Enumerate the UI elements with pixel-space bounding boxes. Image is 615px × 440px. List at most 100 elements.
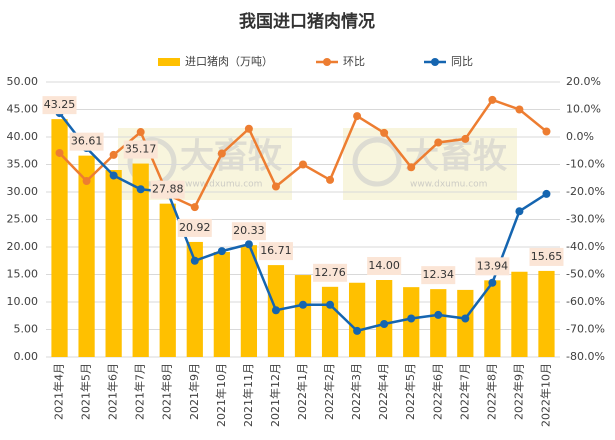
value-label: 20.92 xyxy=(179,221,211,234)
bar xyxy=(321,286,339,357)
x-tick-label: 2021年8月 xyxy=(160,363,174,420)
y2-tick-label: -80.0% xyxy=(566,350,605,363)
legend-label: 环比 xyxy=(343,55,365,68)
marker xyxy=(542,189,551,198)
watermark-text: 大畜牧 xyxy=(405,137,508,177)
marker xyxy=(407,163,416,172)
marker xyxy=(244,124,253,133)
marker xyxy=(299,160,307,169)
bar xyxy=(376,280,393,357)
label-box xyxy=(421,266,456,285)
x-tick-label: 2021年10月 xyxy=(214,363,228,427)
x-tick-label: 2022年6月 xyxy=(430,363,444,420)
x-tick-label: 2021年11月 xyxy=(241,363,255,427)
marker xyxy=(461,134,470,143)
y-tick-label: 30.00 xyxy=(7,185,39,198)
y2-tick-label: -40.0% xyxy=(566,240,605,253)
bar xyxy=(430,289,447,357)
legend-swatch xyxy=(158,58,180,66)
bar xyxy=(294,275,312,357)
label-box xyxy=(367,257,402,275)
bar xyxy=(538,270,555,357)
label-box xyxy=(231,222,266,241)
watermark-url: www.dxumu.com xyxy=(410,180,487,190)
marker xyxy=(515,105,524,114)
marker xyxy=(271,306,280,315)
marker xyxy=(434,310,443,319)
label-box xyxy=(123,140,158,159)
bar xyxy=(132,163,149,357)
value-label: 12.34 xyxy=(423,268,455,281)
y2-tick-label: -10.0% xyxy=(566,158,605,171)
marker xyxy=(190,203,199,212)
marker xyxy=(326,300,335,309)
marker xyxy=(136,185,145,194)
x-tick-label: 2022年7月 xyxy=(457,363,471,420)
x-tick-label: 2022年1月 xyxy=(295,363,309,420)
marker xyxy=(488,95,497,104)
y-tick-label: 40.00 xyxy=(7,130,39,143)
y-tick-label: 20.00 xyxy=(7,240,39,253)
bar xyxy=(51,119,68,357)
y2-tick-label: -70.0% xyxy=(566,323,605,336)
bar xyxy=(78,155,95,357)
x-tick-label: 2022年3月 xyxy=(349,363,363,420)
value-label: 27.88 xyxy=(152,183,184,196)
y2-tick-label: -30.0% xyxy=(566,213,605,226)
value-label: 20.33 xyxy=(233,224,265,237)
y2-tick-label: -20.0% xyxy=(566,185,605,198)
bar xyxy=(457,289,474,357)
marker xyxy=(515,207,524,216)
y2-tick-label: -60.0% xyxy=(566,295,605,308)
marker xyxy=(407,314,416,323)
x-tick-label: 2021年5月 xyxy=(79,363,93,420)
y-tick-label: 10.00 xyxy=(7,295,39,308)
label-box xyxy=(42,96,77,115)
legend-swatch xyxy=(323,58,331,66)
legend-label: 同比 xyxy=(451,55,473,68)
y-tick-label: 0.00 xyxy=(14,350,39,363)
x-tick-label: 2021年7月 xyxy=(133,363,147,420)
x-tick-label: 2021年6月 xyxy=(106,363,120,420)
y2-tick-label: -50.0% xyxy=(566,268,605,281)
value-label: 15.65 xyxy=(531,250,563,263)
y-tick-label: 45.00 xyxy=(7,103,39,116)
y-tick-label: 50.00 xyxy=(7,75,39,88)
marker xyxy=(326,175,335,184)
bar xyxy=(213,251,230,357)
bar xyxy=(240,245,258,357)
x-tick-label: 2021年9月 xyxy=(187,363,201,420)
marker xyxy=(109,171,118,180)
bar xyxy=(186,241,203,357)
y-tick-label: 15.00 xyxy=(7,268,39,281)
label-box xyxy=(177,218,212,237)
bar xyxy=(484,280,501,357)
legend-swatch xyxy=(431,58,439,66)
marker xyxy=(190,256,199,265)
legend-label: 进口猪肉（万吨） xyxy=(185,55,273,68)
bar xyxy=(511,271,528,357)
value-label: 43.25 xyxy=(44,98,76,111)
y2-tick-label: 0.0% xyxy=(566,130,594,143)
x-tick-label: 2021年12月 xyxy=(268,363,282,427)
label-box xyxy=(529,247,564,266)
marker xyxy=(217,247,226,256)
x-tick-label: 2021年4月 xyxy=(52,363,66,420)
marker xyxy=(82,177,91,185)
value-label: 16.71 xyxy=(260,244,292,257)
marker xyxy=(299,300,307,309)
x-tick-label: 2022年4月 xyxy=(376,363,390,420)
marker xyxy=(380,320,389,328)
y-tick-label: 5.00 xyxy=(14,323,39,336)
y-tick-label: 35.00 xyxy=(7,158,39,171)
marker xyxy=(434,138,443,147)
y2-tick-label: 20.0% xyxy=(566,75,601,88)
y-tick-label: 25.00 xyxy=(7,213,39,226)
y2-tick-label: 10.0% xyxy=(566,103,601,116)
chart-title: 我国进口猪肉情况 xyxy=(239,11,375,32)
watermark-logo xyxy=(352,137,402,187)
marker xyxy=(217,149,226,158)
label-box xyxy=(258,242,293,261)
label-box xyxy=(150,180,185,199)
